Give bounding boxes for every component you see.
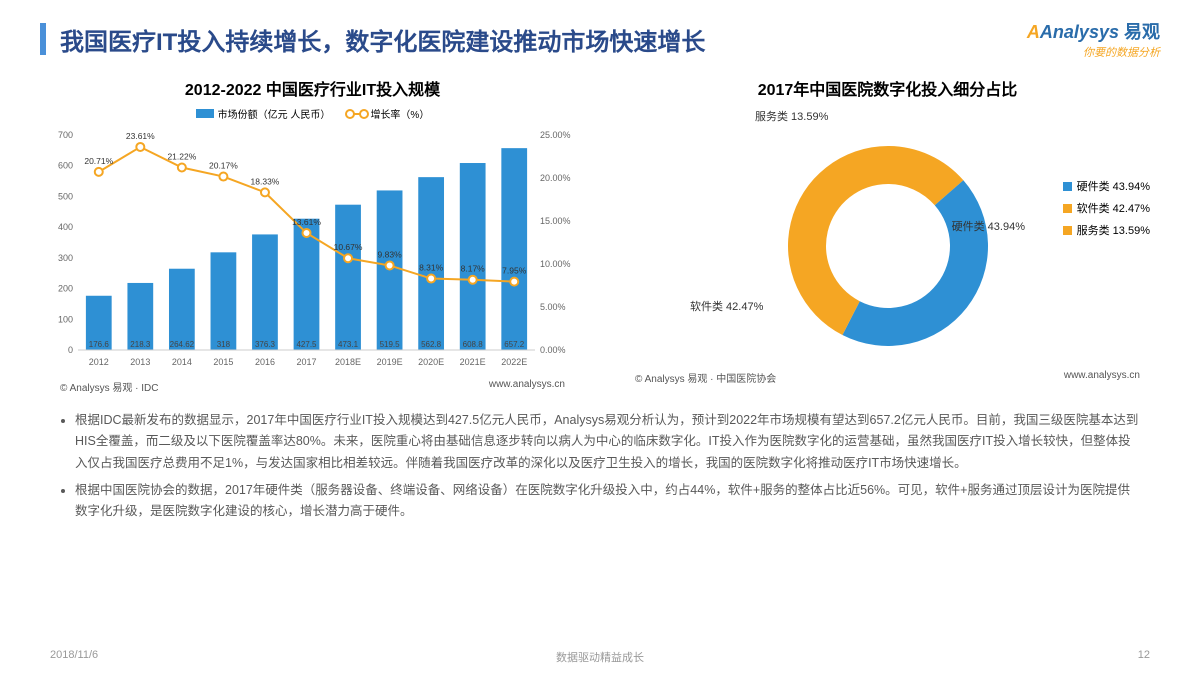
svg-text:18.33%: 18.33% xyxy=(251,176,280,186)
svg-text:2018E: 2018E xyxy=(335,357,361,367)
title-accent-bar xyxy=(40,23,46,55)
svg-text:8.31%: 8.31% xyxy=(419,263,444,273)
svg-text:519.5: 519.5 xyxy=(380,340,401,349)
brand-logo: AAnalysys 易观 你要的数据分析 xyxy=(1027,18,1160,60)
svg-text:2019E: 2019E xyxy=(377,357,403,367)
svg-text:2017: 2017 xyxy=(296,357,316,367)
svg-text:100: 100 xyxy=(58,314,73,324)
svg-text:15.00%: 15.00% xyxy=(540,216,571,226)
svg-text:2012: 2012 xyxy=(89,357,109,367)
svg-text:25.00%: 25.00% xyxy=(540,130,571,140)
donut-label-top: 服务类 13.59% xyxy=(755,108,828,124)
donut-chart: 2017年中国医院数字化投入细分占比 服务类 13.59% 硬件类 43.94%… xyxy=(615,68,1160,398)
page-title: 我国医疗IT投入持续增长，数字化医院建设推动市场快速增长 xyxy=(60,22,1027,57)
svg-text:2015: 2015 xyxy=(213,357,233,367)
bar-chart-legend: 市场份额（亿元 人民币） 增长率（%） xyxy=(40,106,585,121)
svg-text:218.3: 218.3 xyxy=(130,340,151,349)
donut-label-bottom: 软件类 42.47% xyxy=(690,298,763,314)
svg-text:500: 500 xyxy=(58,191,73,201)
svg-text:176.6: 176.6 xyxy=(89,340,110,349)
svg-text:2013: 2013 xyxy=(130,357,150,367)
svg-text:21.22%: 21.22% xyxy=(167,152,196,162)
svg-text:13.61%: 13.61% xyxy=(292,217,321,227)
svg-text:400: 400 xyxy=(58,222,73,232)
donut-legend: 硬件类 43.94% 软件类 42.47% 服务类 13.59% xyxy=(1063,178,1150,244)
svg-text:2014: 2014 xyxy=(172,357,192,367)
svg-text:200: 200 xyxy=(58,284,73,294)
svg-text:427.5: 427.5 xyxy=(296,340,317,349)
bar-line-svg: 0 100 200 300 400 500 600 700 0.00% 5.00% 10.00% 15… xyxy=(40,125,580,375)
svg-text:0: 0 xyxy=(68,345,73,355)
svg-text:657.2: 657.2 xyxy=(504,340,525,349)
svg-text:2022E: 2022E xyxy=(501,357,527,367)
svg-text:8.17%: 8.17% xyxy=(461,264,486,274)
svg-text:376.3: 376.3 xyxy=(255,340,276,349)
svg-text:0.00%: 0.00% xyxy=(540,345,566,355)
svg-text:300: 300 xyxy=(58,253,73,263)
svg-text:264.62: 264.62 xyxy=(170,340,195,349)
svg-text:20.00%: 20.00% xyxy=(540,173,571,183)
svg-text:608.8: 608.8 xyxy=(463,340,484,349)
svg-text:7.95%: 7.95% xyxy=(502,266,527,276)
svg-text:562.8: 562.8 xyxy=(421,340,442,349)
donut-label-inner: 硬件类 43.94% xyxy=(952,218,1025,234)
svg-text:5.00%: 5.00% xyxy=(540,302,566,312)
body-text: 根据IDC最新发布的数据显示，2017年中国医疗行业IT投入规模达到427.5亿… xyxy=(0,398,1200,522)
svg-text:10.67%: 10.67% xyxy=(334,242,363,252)
svg-text:600: 600 xyxy=(58,161,73,171)
svg-text:2021E: 2021E xyxy=(460,357,486,367)
svg-text:23.61%: 23.61% xyxy=(126,131,155,141)
svg-text:318: 318 xyxy=(217,340,231,349)
donut-svg xyxy=(688,106,1088,366)
svg-text:2020E: 2020E xyxy=(418,357,444,367)
svg-text:10.00%: 10.00% xyxy=(540,259,571,269)
svg-text:473.1: 473.1 xyxy=(338,340,359,349)
svg-text:20.71%: 20.71% xyxy=(84,156,113,166)
svg-text:9.83%: 9.83% xyxy=(378,249,403,259)
footer: 2018/11/6 数据驱动精益成长 12 xyxy=(0,649,1200,661)
svg-text:2016: 2016 xyxy=(255,357,275,367)
svg-text:20.17%: 20.17% xyxy=(209,161,238,171)
svg-text:700: 700 xyxy=(58,130,73,140)
bar-line-chart: 2012-2022 中国医疗行业IT投入规模 市场份额（亿元 人民币） 增长率（… xyxy=(40,68,585,398)
